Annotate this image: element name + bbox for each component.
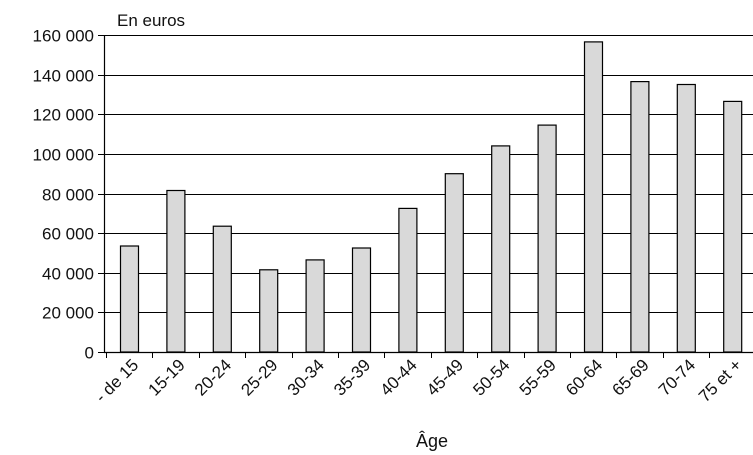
x-tick-label: 30-34 [284, 355, 328, 399]
bar-de-15 [119, 245, 140, 353]
bar-40-44 [398, 207, 418, 353]
x-tick-label: 50-54 [469, 355, 513, 399]
bar-25-29 [259, 269, 279, 353]
y-tick-label: 60 000 [42, 225, 94, 244]
gridlines [104, 35, 753, 313]
bar-75-et [723, 100, 743, 353]
x-tick-label: 60-64 [562, 355, 606, 399]
x-tick-label: 35-39 [330, 355, 374, 399]
x-tick-label: 25-29 [237, 355, 281, 399]
y-tick-label: 100 000 [33, 146, 94, 165]
bar-60-64 [583, 41, 604, 353]
x-tick-label: 55-59 [516, 355, 560, 399]
x-tick-label: 70-74 [655, 355, 699, 399]
y-tick-label: 20 000 [42, 304, 94, 323]
x-tick-label: 40-44 [377, 355, 421, 399]
bar-15-19 [166, 189, 186, 353]
y-tick-label: 160 000 [33, 27, 94, 46]
bar-45-49 [444, 173, 464, 353]
bar-20-24 [212, 225, 232, 353]
y-tick-label: 120 000 [33, 106, 94, 125]
x-tick-label: 45-49 [423, 355, 467, 399]
bar-55-59 [537, 124, 557, 353]
x-axis-tick-labels: - de 15 15-19 20-24 25-29 30-34 35-39 40-44 45-… [91, 355, 745, 406]
x-tick-label: 20-24 [191, 355, 235, 399]
axes [98, 35, 753, 358]
y-axis-tick-labels: 0 20 000 40 000 60 000 80 000 100 000 120 000 1… [33, 27, 94, 363]
y-tick-label: 0 [85, 344, 94, 363]
y-tick-label: 80 000 [42, 186, 94, 205]
unit-label: En euros [117, 11, 185, 30]
x-tick-label: 15-19 [145, 355, 189, 399]
bar-30-34 [305, 259, 325, 353]
x-tick-label: 75 et + [695, 355, 746, 406]
x-axis-title: Âge [416, 431, 448, 451]
bar-70-74 [676, 83, 696, 353]
bars [119, 41, 743, 353]
bar-65-69 [630, 80, 650, 353]
x-tick-label: 65-69 [609, 355, 653, 399]
bar-50-54 [491, 145, 511, 353]
bar-35-39 [351, 247, 372, 353]
y-tick-label: 40 000 [42, 265, 94, 284]
x-tick-label: - de 15 [91, 355, 142, 406]
y-tick-label: 140 000 [33, 67, 94, 86]
